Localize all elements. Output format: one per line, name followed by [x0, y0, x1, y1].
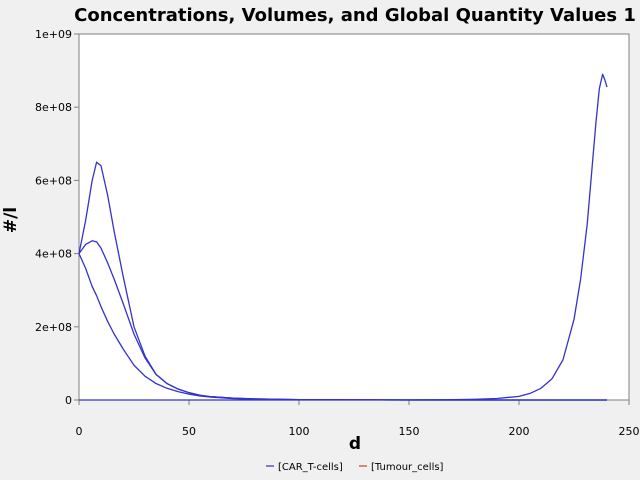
plot-area [78, 33, 630, 401]
series-line-3 [78, 253, 607, 401]
legend: [CAR_T-cells] [Tumour_cells] [266, 462, 444, 473]
x-tick-label: 0 [76, 425, 83, 438]
series-group [78, 73, 608, 401]
chart-title: Concentrations, Volumes, and Global Quan… [74, 5, 636, 26]
legend-entry: [Tumour_cells] [371, 462, 444, 473]
x-tick-label: 100 [289, 425, 310, 438]
y-tick-label: 4e+08 [35, 248, 72, 261]
x-axis-label: d [349, 434, 361, 454]
x-tick-label: 250 [619, 425, 640, 438]
y-tick-label: 1e+09 [35, 28, 72, 41]
x-tick-label: 50 [182, 425, 196, 438]
x-tick-label: 200 [509, 425, 530, 438]
y-tick-label: 8e+08 [35, 101, 72, 114]
y-axis: 0 2e+08 4e+08 6e+08 8e+08 1e+09 [35, 28, 79, 407]
x-axis: 0 50 100 150 200 250 [76, 400, 640, 438]
x-tick-label: 150 [399, 425, 420, 438]
series-line-4 [79, 73, 608, 401]
y-axis-label: #/l [1, 207, 21, 233]
y-tick-label: 2e+08 [35, 321, 72, 334]
y-tick-label: 6e+08 [35, 174, 72, 187]
y-tick-label: 0 [65, 394, 72, 407]
legend-entry: [CAR_T-cells] [278, 462, 343, 473]
